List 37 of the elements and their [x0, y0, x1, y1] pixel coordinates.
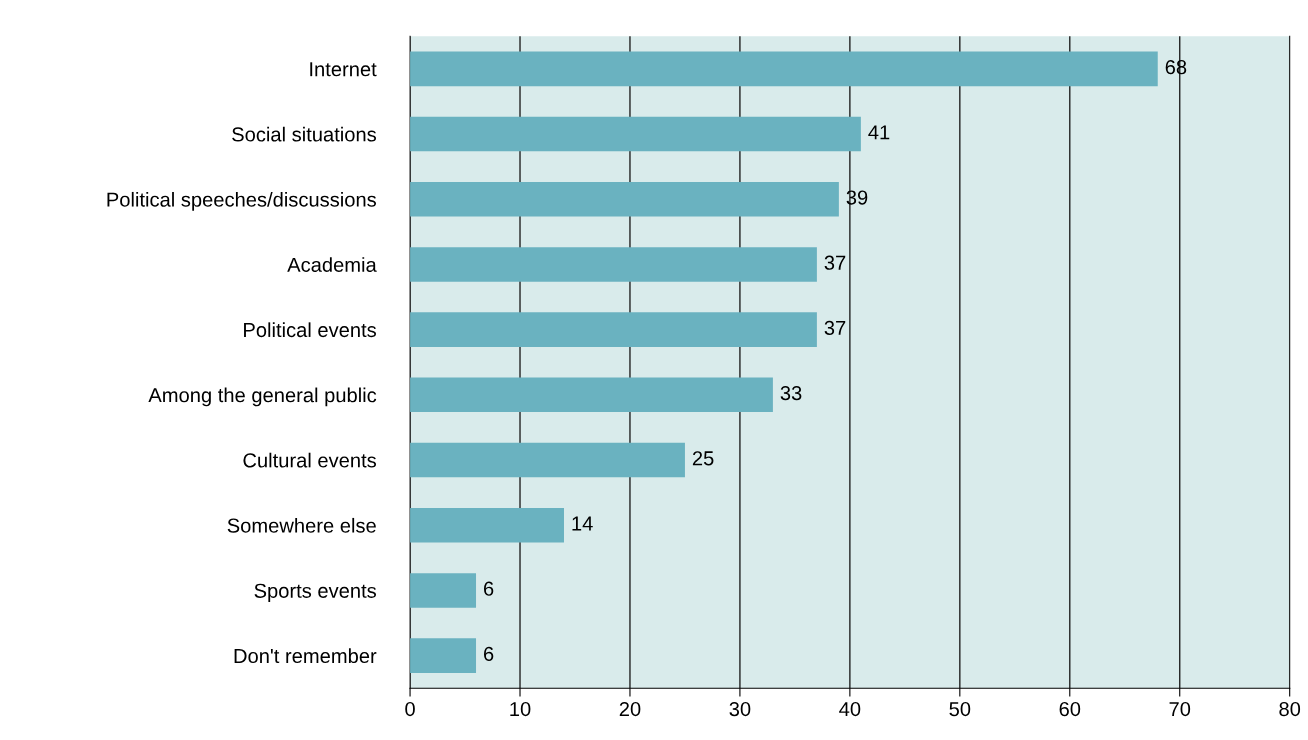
x-tick-label: 40	[839, 701, 861, 717]
x-tick-label: 70	[1169, 701, 1191, 717]
x-tick-label: 10	[510, 701, 531, 717]
x-tick-label: 20	[619, 701, 641, 717]
y-tick-label: Don't remember	[234, 648, 377, 664]
y-tick-label: Among the general public	[148, 387, 377, 407]
x-tick-label: 30	[729, 701, 751, 717]
data-label: 37	[824, 320, 846, 336]
y-tick-label: Somewhere else	[227, 517, 376, 533]
y-tick-label: Internet	[310, 62, 377, 77]
data-label: 6	[484, 581, 494, 596]
bar	[410, 377, 773, 413]
data-label: 25	[692, 451, 714, 466]
x-tick-label: 0	[405, 701, 415, 717]
bar	[410, 51, 1158, 87]
bar	[410, 573, 477, 608]
data-label: 33	[780, 385, 802, 401]
data-label: 37	[824, 255, 846, 270]
y-tick-label: Sports events	[254, 583, 376, 602]
y-tick-label: Political speeches/discussions	[107, 191, 377, 211]
bar	[410, 181, 839, 217]
x-tick-label: 60	[1059, 701, 1081, 717]
data-label: 14	[572, 516, 593, 531]
x-tick-label: 50	[949, 701, 971, 717]
bar	[410, 312, 817, 347]
bar	[410, 442, 685, 478]
y-tick-label: Cultural events	[243, 452, 377, 468]
bar	[410, 247, 817, 282]
bar	[410, 638, 477, 673]
data-label: 41	[868, 125, 890, 140]
y-tick-label: Academia	[287, 257, 377, 272]
bar	[410, 116, 861, 152]
bar	[410, 507, 564, 543]
data-label: 6	[484, 646, 494, 662]
x-tick-label: 80	[1279, 701, 1301, 717]
y-tick-label: Social situations	[232, 126, 376, 142]
y-tick-label: Political events	[244, 322, 376, 338]
